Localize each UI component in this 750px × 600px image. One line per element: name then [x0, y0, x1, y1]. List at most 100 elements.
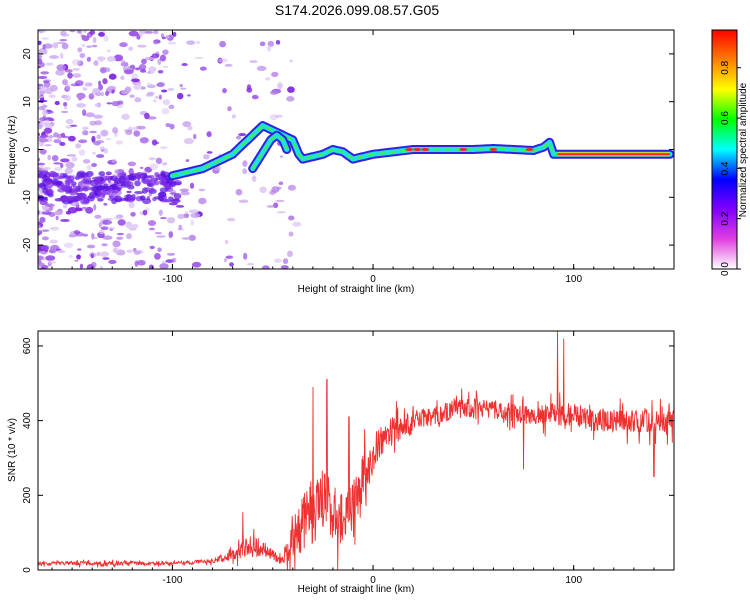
- heatmap-noise-blob: [56, 64, 66, 71]
- heatmap-noise-blob: [280, 265, 289, 269]
- heatmap-band-blob: [105, 175, 110, 181]
- heatmap-noise-blob: [227, 106, 232, 112]
- heatmap-noise-blob: [168, 104, 175, 110]
- heatmap-noise-blob: [139, 32, 143, 37]
- heatmap-noise-blob: [45, 119, 50, 127]
- heatmap-band-blob: [121, 171, 127, 177]
- heatmap-noise-blob: [77, 47, 83, 53]
- heatmap-noise-blob: [61, 42, 69, 50]
- heatmap-band-blob: [170, 198, 181, 204]
- heatmap-noise-blob: [238, 133, 247, 137]
- heatmap-noise-blob: [133, 83, 142, 90]
- heatmap-noise-blob: [167, 41, 177, 45]
- heatmap-noise-blob: [133, 130, 141, 137]
- heatmap-noise-blob: [148, 157, 156, 161]
- heatmap-noise-blob: [169, 123, 175, 130]
- heatmap-noise-blob: [181, 237, 192, 240]
- heatmap-noise-blob: [112, 240, 121, 248]
- heatmap-noise-blob: [146, 116, 157, 120]
- heatmap-noise-blob: [54, 100, 60, 106]
- heatmap-noise-blob: [179, 83, 183, 88]
- snr-y-ticks: 0 200 400 600: [22, 337, 674, 573]
- heatmap-y-ticks: -20 -10 0 10 20: [22, 48, 674, 252]
- heatmap-noise-blob: [49, 226, 60, 231]
- heatmap-noise-blob: [139, 166, 144, 169]
- heatmap-band-blob: [159, 179, 168, 185]
- heatmap-band-blob: [164, 183, 172, 190]
- heatmap-noise-blob: [102, 235, 113, 240]
- heatmap-noise-blob: [206, 131, 212, 138]
- heatmap-band-blob: [82, 186, 91, 191]
- heatmap-noise-blob: [191, 261, 202, 268]
- heatmap-band-blob: [57, 188, 66, 193]
- heatmap-noise-blob: [275, 199, 285, 203]
- heatmap-band-blob: [110, 175, 119, 182]
- heatmap-noise-blob: [102, 78, 108, 85]
- heatmap-noise-blob: [172, 31, 177, 37]
- heatmap-noise-blob: [187, 125, 193, 131]
- heatmap-noise-blob: [96, 134, 101, 140]
- heatmap-noise-blob: [101, 243, 108, 247]
- heatmap-noise-blob: [112, 247, 120, 254]
- heatmap-band-blob: [157, 191, 167, 198]
- heatmap-noise-blob: [186, 40, 196, 45]
- heatmap-noise-blob: [86, 31, 93, 38]
- heatmap-noise-blob: [98, 31, 105, 37]
- heatmap-noise-blob: [38, 157, 41, 162]
- heatmap-noise-blob: [44, 87, 54, 95]
- heatmap-noise-blob: [235, 135, 242, 140]
- heatmap-noise-blob: [121, 89, 130, 95]
- heatmap-noise-blob: [60, 110, 69, 114]
- heatmap-noise-blob: [114, 169, 125, 174]
- heatmap-noise-blob: [48, 94, 56, 99]
- heatmap-noise-blob: [99, 229, 105, 235]
- heatmap-noise-blob: [140, 86, 146, 90]
- heatmap-noise-blob: [67, 72, 73, 79]
- heatmap-noise-blob: [128, 46, 134, 51]
- heatmap-noise-blob: [60, 158, 70, 163]
- heatmap-band-blob: [42, 174, 48, 181]
- heatmap-noise-blob: [145, 56, 155, 61]
- x-tick-label: -100: [162, 274, 182, 285]
- heatmap-branch-core: [251, 133, 288, 170]
- heatmap-noise-blob: [78, 98, 82, 101]
- heatmap-noise-blob: [159, 146, 168, 149]
- x-tick-label: 0: [370, 274, 376, 285]
- heatmap-noise-blob: [115, 140, 124, 145]
- heatmap-noise-blob: [60, 30, 67, 36]
- heatmap-noise-blob: [287, 250, 293, 258]
- heatmap-noise-blob: [166, 217, 176, 224]
- heatmap-noise-blob: [93, 204, 97, 211]
- heatmap-noise-blob: [53, 166, 62, 172]
- heatmap-noise-blob: [135, 125, 146, 130]
- heatmap-noise-blob: [231, 114, 236, 119]
- heatmap-noise-blob: [47, 154, 52, 161]
- heatmap-noise-blob: [126, 233, 132, 240]
- heatmap-band-blob: [42, 187, 49, 194]
- heatmap-ridge-layer: [167, 121, 674, 181]
- heatmap-noise-blob: [38, 54, 43, 58]
- heatmap-band-blob: [76, 170, 86, 178]
- heatmap-noise-blob: [68, 135, 76, 142]
- heatmap-noise-blob: [75, 207, 83, 212]
- heatmap-noise-blob: [53, 162, 63, 165]
- heatmap-noise-blob: [160, 33, 165, 38]
- heatmap-noise-blob: [38, 170, 49, 173]
- heatmap-band-blob: [146, 183, 155, 187]
- heatmap-noise-blob: [52, 42, 59, 49]
- heatmap-noise-blob: [180, 87, 187, 90]
- heatmap-noise-blob: [85, 112, 95, 118]
- heatmap-band-blob: [153, 180, 160, 186]
- heatmap-noise-blob: [138, 63, 147, 71]
- heatmap-noise-blob: [62, 135, 70, 139]
- heatmap-noise-blob: [151, 53, 160, 59]
- heatmap-noise-blob: [91, 236, 99, 240]
- heatmap-noise-blob: [132, 126, 139, 131]
- heatmap-noise-blob: [85, 206, 94, 214]
- heatmap-hotspot: [489, 148, 498, 151]
- heatmap-noise-blob: [40, 71, 50, 75]
- heatmap-band-blob: [100, 192, 106, 199]
- heatmap-band-blob: [48, 170, 57, 178]
- heatmap-noise-blob: [39, 134, 49, 139]
